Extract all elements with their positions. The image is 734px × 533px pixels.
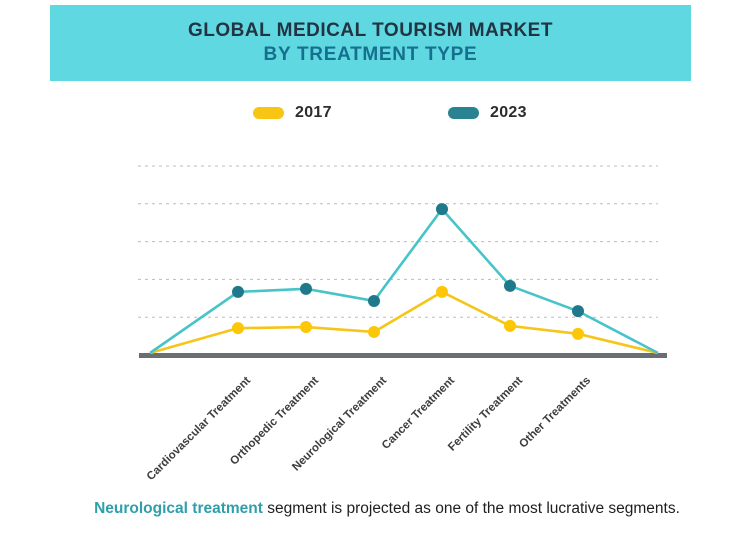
data-point-2023-2 xyxy=(368,294,380,307)
data-point-2023-4 xyxy=(504,279,516,292)
legend-item-2023: 2023 xyxy=(448,103,527,123)
legend-swatch-2023 xyxy=(448,107,479,119)
header-band: GLOBAL MEDICAL TOURISM MARKET BY TREATME… xyxy=(50,5,691,81)
caption: Neurological treatment segment is projec… xyxy=(40,500,734,518)
chart-title-line2: BY TREATMENT TYPE xyxy=(263,44,478,65)
x-axis-label: Cancer Treatment xyxy=(380,375,457,452)
data-point-2017-4 xyxy=(504,319,516,332)
data-point-2017-2 xyxy=(368,325,380,338)
data-point-2023-3 xyxy=(436,203,448,216)
chart-title-line1: GLOBAL MEDICAL TOURISM MARKET xyxy=(188,20,553,41)
data-point-2023-5 xyxy=(572,305,584,318)
data-point-2017-1 xyxy=(300,321,312,334)
data-point-2017-3 xyxy=(436,285,448,298)
legend-item-2017: 2017 xyxy=(253,103,332,123)
caption-highlight: Neurological treatment xyxy=(94,500,263,517)
series-line-2023 xyxy=(149,207,659,355)
data-point-2023-0 xyxy=(232,285,244,298)
legend-label-2017: 2017 xyxy=(295,104,332,121)
legend-label-2023: 2023 xyxy=(490,104,527,121)
data-point-2017-0 xyxy=(232,322,244,335)
data-point-2017-5 xyxy=(572,327,584,340)
data-point-2023-1 xyxy=(300,282,312,295)
x-axis-label: Fertility Treatment xyxy=(446,375,525,454)
series-line-2017 xyxy=(149,290,659,355)
x-axis-label: Other Treatments xyxy=(517,375,593,451)
legend-swatch-2017 xyxy=(253,107,284,119)
caption-text: segment is projected as one of the most … xyxy=(262,500,680,517)
